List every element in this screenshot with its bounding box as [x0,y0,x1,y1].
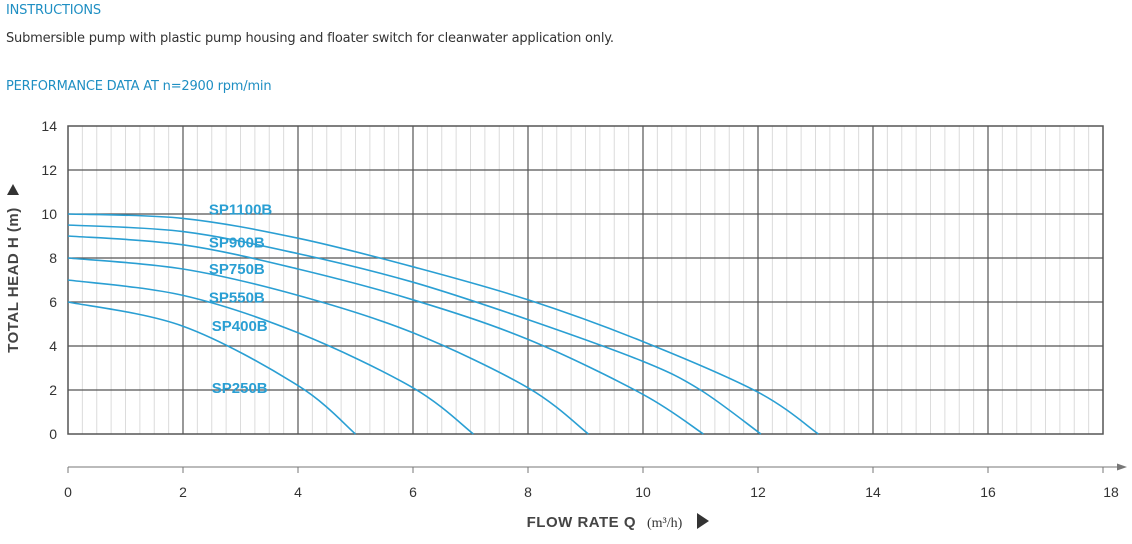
y-tick-label: 0 [49,426,57,442]
x-tick-label: 16 [980,484,996,500]
y-tick-label: 6 [49,294,57,310]
y-tick-label: 14 [41,118,57,134]
series-line-sp1100b [67,213,819,435]
y-tick-labels: 0 2 4 6 8 10 12 14 [41,118,57,442]
pump-description: Submersible pump with plastic pump housi… [6,31,614,46]
instructions-heading: INSTRUCTIONS [6,3,101,18]
x-axis-unit: (m³/h) [647,516,683,531]
series-line-sp750b [67,235,704,435]
x-tick-label: 10 [635,484,651,500]
y-axis-title: TOTAL HEAD H (m) [5,207,22,353]
grid-minor [81,126,1090,434]
grid-major [68,126,1103,434]
x-tick-label: 12 [750,484,766,500]
x-tick-label: 18 [1103,484,1119,500]
series-label-sp550b: SP550B [209,290,265,307]
x-tick-label: 4 [294,484,302,500]
series-label-sp750b: SP750B [209,261,265,278]
series-label-sp1100b: SP1100B [209,202,273,219]
y-tick-label: 10 [41,206,57,222]
series-label-sp250b: SP250B [212,380,268,397]
y-axis-arrow-icon [7,184,19,195]
x-tick-label: 2 [179,484,187,500]
series-labels: SP1100B SP900B SP750B SP550B SP400B SP250B [209,202,273,397]
series-line-sp250b [67,301,357,435]
series-label-sp400b: SP400B [212,318,268,335]
performance-heading: PERFORMANCE DATA AT n=2900 rpm/min [6,79,272,94]
series-line-sp550b [67,257,589,435]
series-line-sp900b [67,224,762,435]
x-tick-label: 0 [64,484,72,500]
y-tick-label: 12 [41,162,57,178]
y-tick-label: 8 [49,250,57,266]
y-tick-label: 4 [49,338,57,354]
series-lines [67,213,819,435]
x-axis-title: FLOW RATE Q [527,514,636,531]
x-axis-arrow-icon [697,513,709,529]
series-line-sp400b [67,279,474,435]
x-tick-label: 14 [865,484,881,500]
y-tick-label: 2 [49,382,57,398]
x-axis: 0 2 4 6 8 10 12 14 16 18 [64,463,1127,500]
series-label-sp900b: SP900B [209,235,265,252]
x-tick-label: 6 [409,484,417,500]
x-tick-label: 8 [524,484,532,500]
x-axis-line-arrow-icon [1117,463,1127,471]
